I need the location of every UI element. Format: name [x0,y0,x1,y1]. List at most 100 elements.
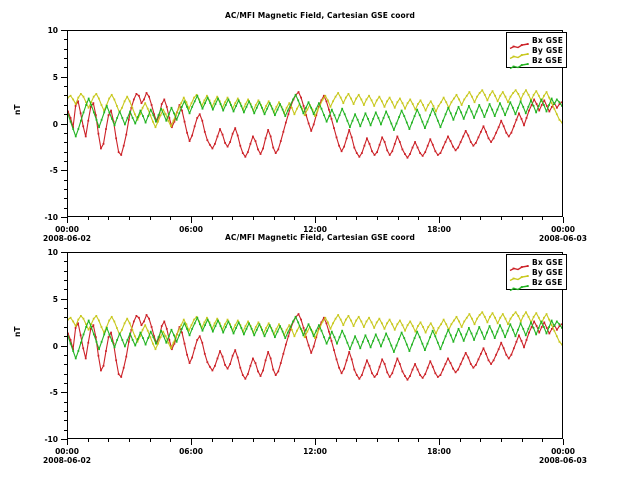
series-marker [279,140,282,142]
series-marker [185,323,188,326]
x-tick-minor [87,217,89,220]
series-marker [74,103,77,105]
series-marker [316,109,319,112]
series-marker [162,335,165,338]
series-marker [190,324,193,327]
x-tick-minor [211,217,213,220]
series-marker [375,321,378,324]
series-marker [393,106,396,109]
series-marker [373,105,376,107]
series-marker [360,152,363,154]
series-marker [422,104,424,106]
series-marker [239,366,242,369]
series-marker [499,324,501,327]
series-marker [170,348,173,351]
series-marker [378,95,381,98]
series-marker [457,146,460,149]
series-marker [409,153,411,155]
series-marker [201,341,204,344]
series-marker [465,111,468,114]
series-marker [89,105,92,108]
series-marker [512,314,515,316]
x-tick-minor [356,439,358,442]
series-marker [472,144,475,147]
series-marker [257,148,259,151]
series-marker [462,357,465,360]
series-marker [157,114,160,117]
series-marker [108,333,111,336]
series-marker [325,100,328,103]
series-marker [440,323,442,326]
series-marker [193,96,195,99]
series-marker [483,315,486,318]
series-marker [275,327,278,330]
series-marker [79,93,82,95]
series-marker [561,105,562,107]
series-marker [257,99,260,102]
series-marker [288,324,291,327]
series-marker [474,142,477,144]
series-marker [334,95,337,98]
series-marker [540,320,543,323]
series-marker [247,98,249,101]
series-marker [509,323,512,326]
series-marker [103,331,105,334]
series-marker [447,106,450,109]
series-marker [90,326,93,328]
series-marker [126,117,129,119]
series-marker [217,97,219,100]
series-marker [486,109,488,112]
series-marker [356,340,359,343]
series-marker [405,121,408,124]
series-marker [237,321,240,324]
series-marker [325,342,328,345]
series-marker [375,99,378,102]
series-marker [89,327,92,330]
x-tick-minor [542,217,544,220]
series-marker [144,102,147,105]
series-marker [371,372,373,375]
y-tick-minor [64,198,67,200]
x-tick-minor [521,439,523,442]
series-marker [421,376,424,379]
series-marker [150,104,153,106]
series-marker [414,108,417,111]
series-marker [135,93,138,95]
series-marker [271,107,274,110]
series-marker [92,317,95,320]
series-marker [439,348,442,351]
series-marker [321,320,324,323]
series-marker [159,336,162,339]
series-marker [362,326,365,328]
series-marker [142,115,144,117]
series-marker [490,141,492,143]
series-marker [321,98,324,101]
series-marker [230,326,232,328]
series-marker [440,101,442,104]
series-marker [84,357,87,360]
series-marker [72,98,75,101]
series-marker [506,107,509,110]
series-marker [333,114,336,117]
series-marker [495,353,498,356]
series-marker [424,331,427,334]
series-marker [432,327,435,329]
series-marker [284,343,287,346]
series-marker [326,321,329,324]
series-marker [246,151,249,154]
series-marker [170,106,173,109]
series-marker [272,146,275,149]
series-marker [163,98,166,101]
series-marker [317,324,320,327]
series-marker [152,342,154,345]
series-marker [401,148,404,151]
series-marker [396,323,399,326]
series-marker [320,107,323,110]
series-marker [488,325,491,327]
y-tick-minor [64,48,67,50]
series-marker [370,321,373,324]
series-marker [302,327,305,329]
series-marker [333,127,335,130]
series-marker [403,115,406,117]
series-marker [87,341,90,344]
